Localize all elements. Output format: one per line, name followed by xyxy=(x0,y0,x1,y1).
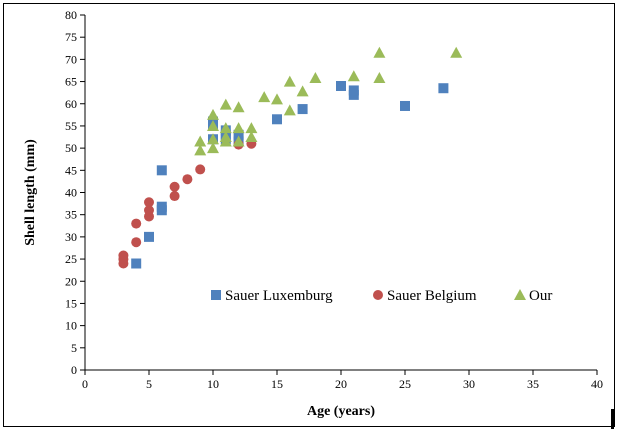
y-tick-label: 0 xyxy=(71,363,77,377)
x-tick-label: 40 xyxy=(591,377,603,391)
data-point-triangle xyxy=(245,122,258,134)
data-point-triangle xyxy=(373,46,386,58)
data-point-circle xyxy=(169,191,180,202)
data-point-triangle xyxy=(207,142,219,154)
y-tick-label: 55 xyxy=(65,119,77,133)
y-tick-label: 75 xyxy=(65,30,77,44)
legend-label: Sauer Luxemburg xyxy=(225,288,333,304)
data-point-triangle xyxy=(232,101,245,113)
data-point-square xyxy=(272,114,282,125)
data-point-triangle xyxy=(258,91,271,103)
y-tick-label: 65 xyxy=(65,75,77,89)
y-tick-label: 35 xyxy=(65,208,77,222)
data-point-triangle xyxy=(207,133,219,145)
y-tick-label: 10 xyxy=(65,319,77,333)
y-tick-label: 50 xyxy=(65,141,77,155)
data-point-circle xyxy=(144,197,154,208)
legend-marker-square xyxy=(211,290,221,300)
y-tick-label: 15 xyxy=(65,296,77,310)
data-point-circle xyxy=(182,174,193,185)
y-tick-label: 60 xyxy=(65,97,77,111)
y-tick-label: 30 xyxy=(65,230,77,244)
data-point-triangle xyxy=(194,144,207,156)
data-point-triangle xyxy=(232,122,245,134)
x-tick-label: 35 xyxy=(527,377,539,391)
data-point-square xyxy=(156,201,167,212)
data-point-square xyxy=(144,231,154,242)
y-tick-label: 80 xyxy=(65,8,77,22)
data-point-triangle xyxy=(219,131,232,143)
data-point-triangle xyxy=(271,93,283,105)
x-axis-title: Age (years) xyxy=(307,404,375,419)
data-point-square xyxy=(336,81,346,91)
legend-label: Sauer Belgium xyxy=(387,288,477,304)
series-circle xyxy=(118,138,257,269)
y-tick-label: 25 xyxy=(65,252,77,266)
data-point-square xyxy=(297,104,308,115)
y-tick-label: 20 xyxy=(65,274,77,288)
x-tick-label: 15 xyxy=(271,377,283,391)
data-point-triangle xyxy=(450,46,463,58)
data-point-triangle xyxy=(309,72,322,84)
data-point-square xyxy=(233,129,244,140)
data-point-circle xyxy=(169,181,180,192)
legend-label: Our xyxy=(529,288,552,304)
x-tick-label: 10 xyxy=(207,377,219,391)
data-point-square xyxy=(131,258,142,269)
data-point-triangle xyxy=(373,72,386,84)
data-point-triangle xyxy=(296,85,309,97)
data-point-circle xyxy=(144,205,154,216)
data-point-triangle xyxy=(283,104,296,116)
y-tick-label: 70 xyxy=(65,52,77,66)
data-point-circle xyxy=(131,218,142,229)
data-point-triangle xyxy=(347,70,360,82)
x-tick-label: 0 xyxy=(82,377,88,391)
data-point-triangle xyxy=(219,98,232,110)
data-point-triangle xyxy=(194,135,207,147)
legend: Sauer Luxemburg Sauer Belgium Our xyxy=(211,288,552,304)
series-triangle xyxy=(194,46,463,156)
x-tick-label: 30 xyxy=(463,377,475,391)
data-point-square xyxy=(400,100,410,111)
chart-frame xyxy=(3,3,615,427)
legend-marker-triangle xyxy=(514,289,526,300)
y-tick-label: 40 xyxy=(65,186,77,200)
legend-marker-circle xyxy=(373,290,383,300)
x-tick-label: 25 xyxy=(399,377,411,391)
y-tick-label: 5 xyxy=(71,341,77,355)
data-point-square xyxy=(348,85,359,96)
data-point-circle xyxy=(195,164,206,175)
x-tick-label: 5 xyxy=(146,377,152,391)
y-axis-title: Shell length (mm) xyxy=(23,139,38,246)
x-tick-label: 20 xyxy=(335,377,347,391)
data-points xyxy=(118,46,463,269)
y-tick-label: 45 xyxy=(65,163,77,177)
data-point-square xyxy=(438,83,449,94)
frame-corner-mark xyxy=(611,409,614,429)
data-point-triangle xyxy=(219,122,232,134)
data-point-circle xyxy=(118,250,129,261)
data-point-triangle xyxy=(207,119,219,131)
data-point-triangle xyxy=(207,108,219,120)
data-point-triangle xyxy=(232,135,245,147)
axes: 0 5 10 15 20 25 30 35 40 45 50 55 60 65 70 75 80 0 5 10 15 20… xyxy=(65,8,603,391)
data-point-square xyxy=(156,165,167,176)
data-point-triangle xyxy=(245,131,258,143)
data-point-triangle xyxy=(283,75,296,87)
data-point-circle xyxy=(131,237,142,248)
